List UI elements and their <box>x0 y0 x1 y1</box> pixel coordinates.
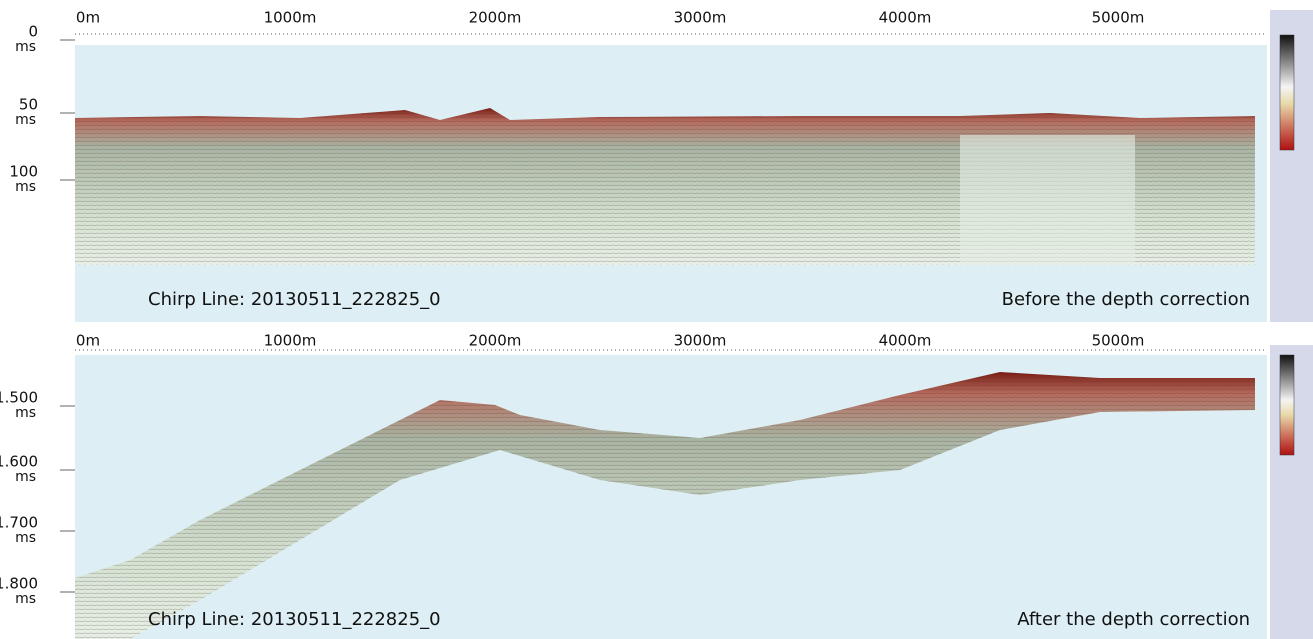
seismic-faded-zone <box>960 135 1135 265</box>
y-tick-number: 1.500 <box>0 389 38 407</box>
line-label: Chirp Line: 20130511_222825_0 <box>148 609 441 630</box>
line-label: Chirp Line: 20130511_222825_0 <box>148 289 441 310</box>
x-tick-label: 1000m <box>264 9 317 27</box>
x-tick-label: 2000m <box>469 9 522 27</box>
x-tick-label: 3000m <box>674 9 727 27</box>
color-bar <box>1280 35 1294 150</box>
y-tick-unit: ms <box>15 39 36 55</box>
x-tick-label: 2000m <box>469 332 522 350</box>
x-tick-label: 4000m <box>879 332 932 350</box>
x-tick-label: 5000m <box>1092 9 1145 27</box>
y-tick-unit: ms <box>15 469 36 485</box>
y-tick-unit: ms <box>15 179 36 195</box>
y-tick-number: 1.700 <box>0 514 38 532</box>
figure: 0m1000m2000m3000m4000m5000m0ms50ms100msC… <box>0 0 1313 639</box>
x-tick-label: 5000m <box>1092 332 1145 350</box>
x-tick-label: 0m <box>76 9 100 27</box>
y-tick-unit: ms <box>15 405 36 421</box>
color-bar <box>1280 355 1294 455</box>
y-tick-unit: ms <box>15 591 36 607</box>
y-tick-number: 50 <box>19 96 38 114</box>
y-tick-number: 1.600 <box>0 453 38 471</box>
x-tick-label: 4000m <box>879 9 932 27</box>
x-tick-label: 1000m <box>264 332 317 350</box>
y-tick-unit: ms <box>15 530 36 546</box>
top-panel <box>0 0 1313 322</box>
y-tick-number: 100 <box>9 163 38 181</box>
y-tick-number: 0 <box>28 23 38 41</box>
y-tick-number: 1.800 <box>0 575 38 593</box>
caption: After the depth correction <box>1017 609 1250 630</box>
caption: Before the depth correction <box>1002 289 1250 310</box>
x-tick-label: 0m <box>76 332 100 350</box>
bottom-panel <box>0 325 1313 639</box>
y-tick-unit: ms <box>15 112 36 128</box>
x-tick-label: 3000m <box>674 332 727 350</box>
